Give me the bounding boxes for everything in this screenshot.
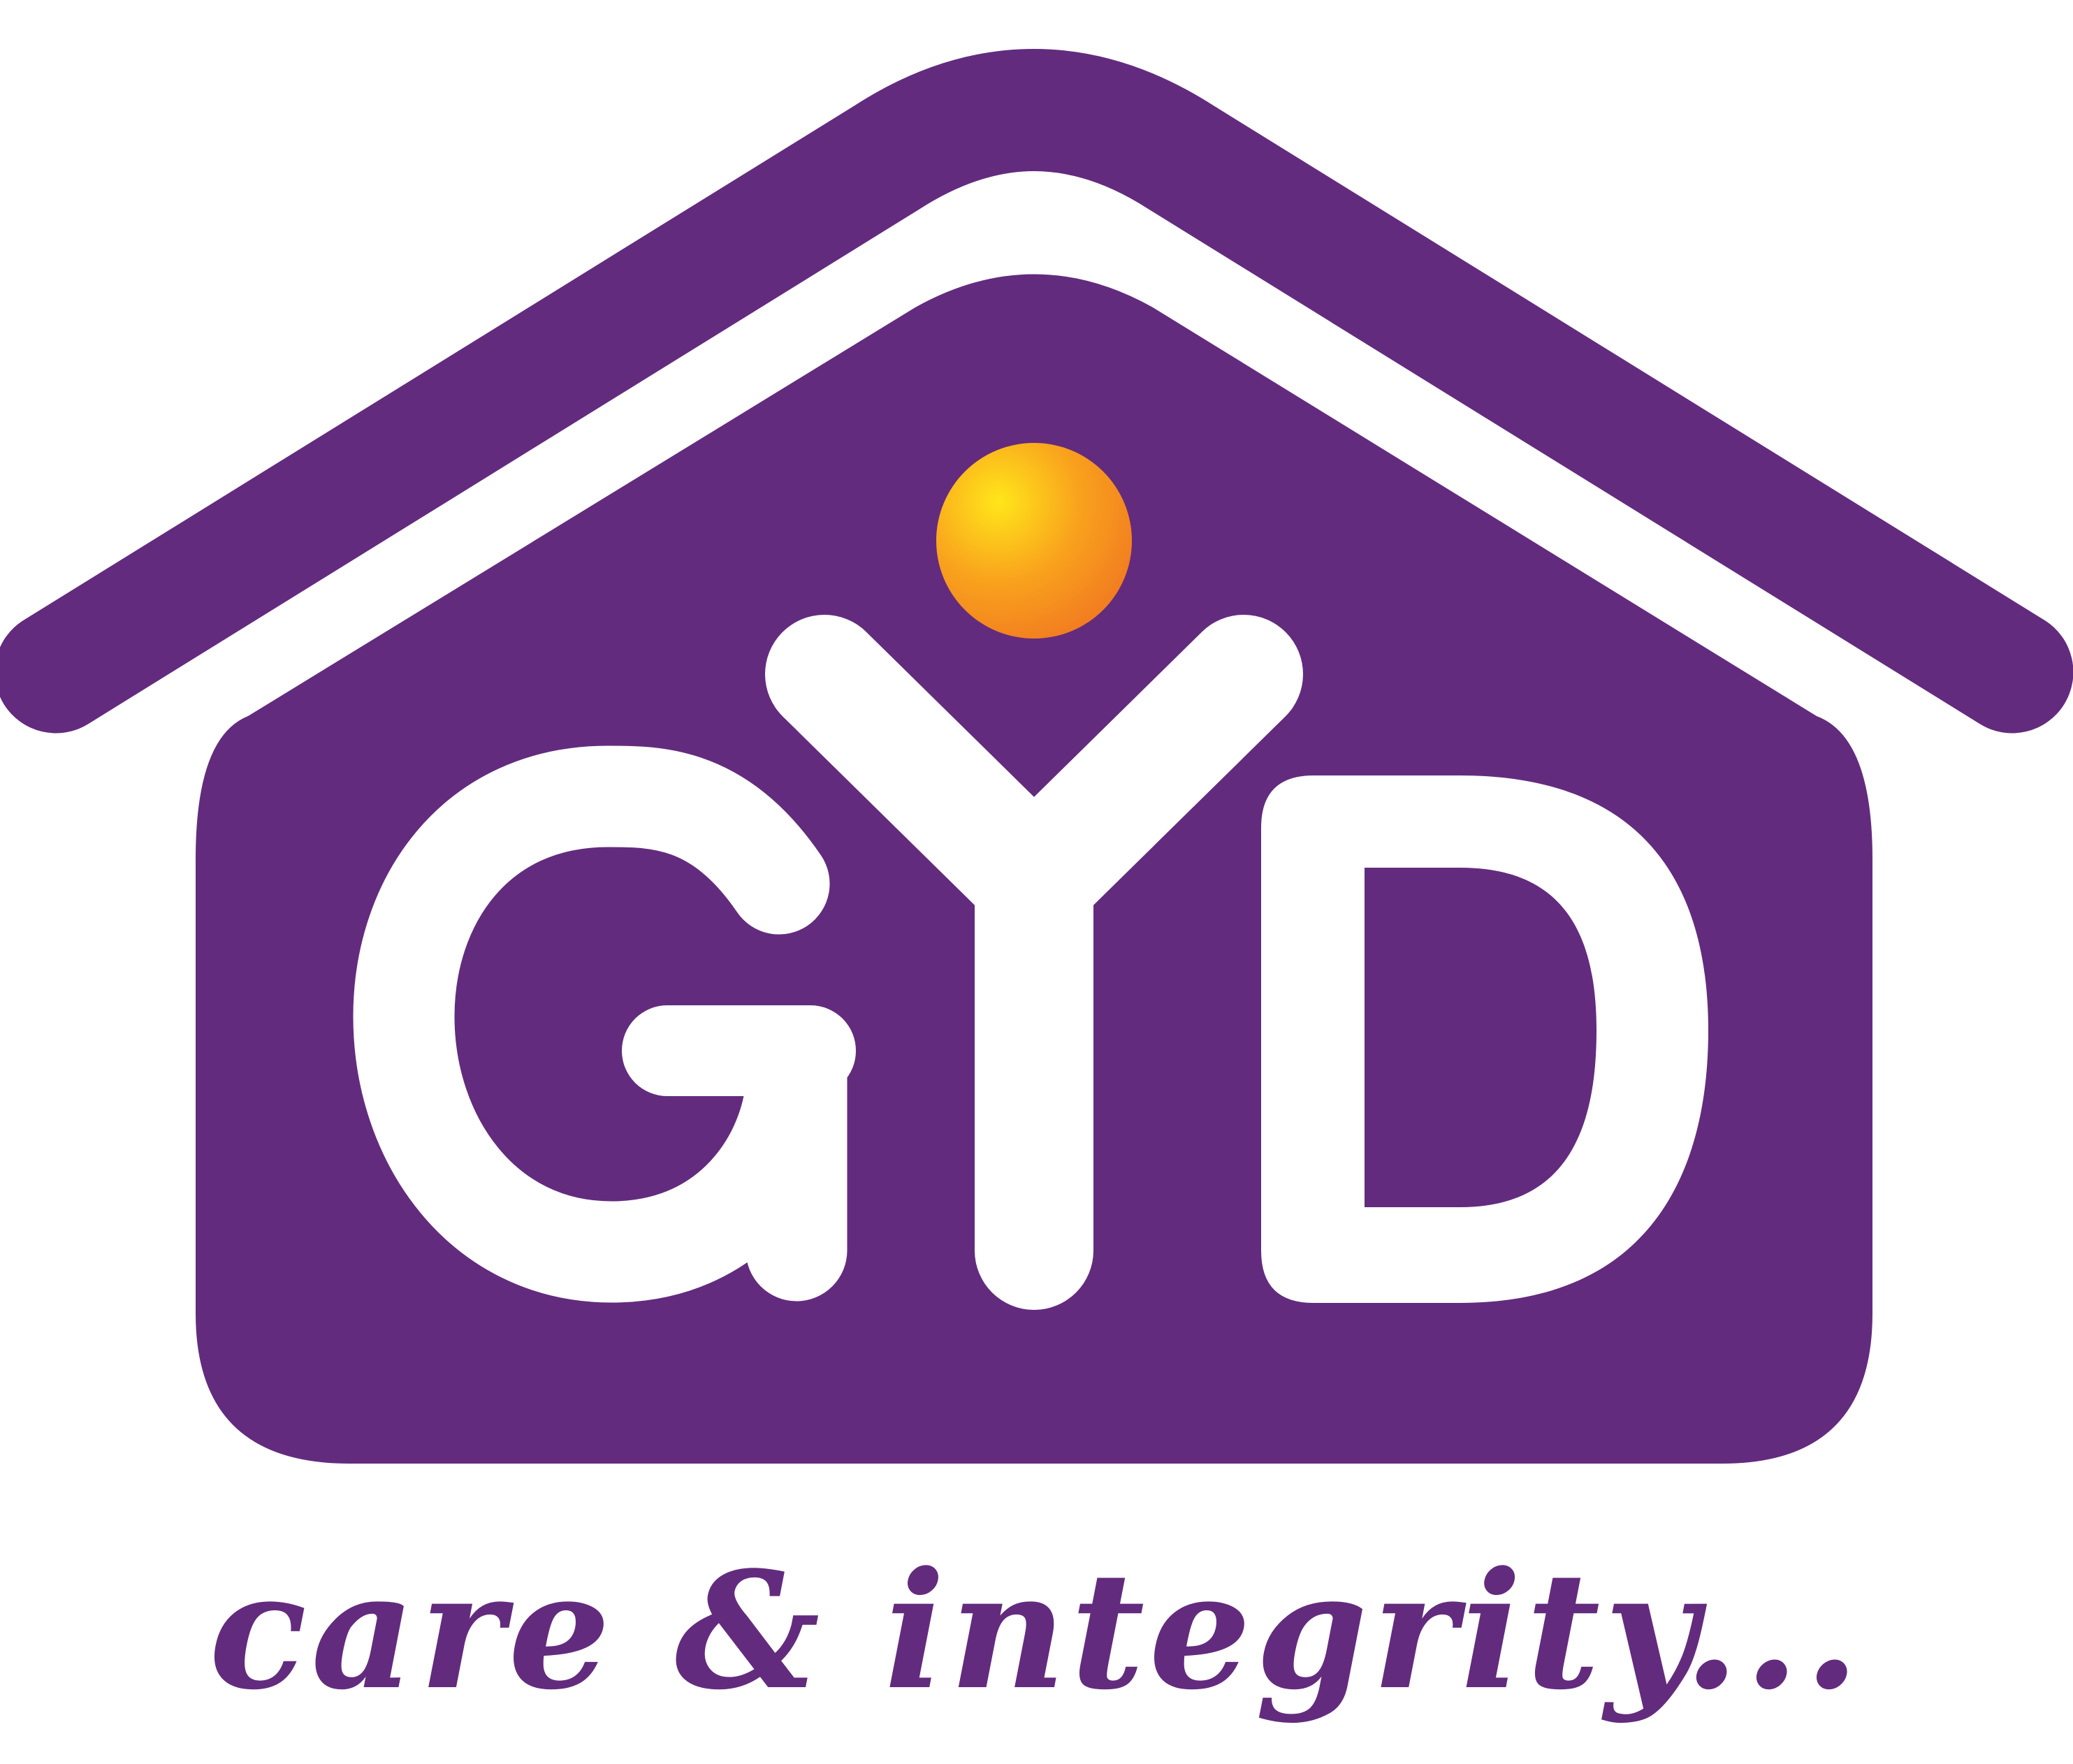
roof-icon <box>0 49 2073 734</box>
letter-y <box>765 615 1303 1310</box>
letter-g <box>353 745 856 1303</box>
sun-dot-icon <box>936 443 1132 639</box>
tagline: care & integrity... <box>209 1537 1864 1726</box>
letter-d <box>1261 775 1708 1303</box>
